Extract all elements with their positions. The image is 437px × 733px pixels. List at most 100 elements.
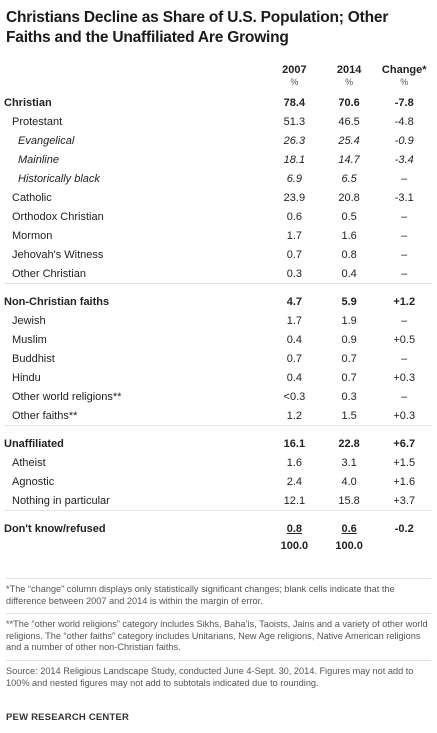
cell: 4.7 (267, 292, 322, 311)
row-label: Hindu (12, 371, 41, 384)
row-label: Atheist (12, 456, 46, 469)
cell: -0.2 (376, 519, 432, 538)
cell: -4.8 (376, 112, 432, 131)
cell-value: 3.1 (341, 456, 357, 469)
cell: 0.9 (322, 330, 377, 349)
cell-value: – (401, 390, 408, 403)
cell-value: 78.4 (283, 96, 306, 109)
cell-value: 0.7 (341, 371, 357, 384)
row: Jewish 1.7 1.9 – (4, 311, 432, 330)
row-label: Jehovah's Witness (12, 248, 104, 261)
cell-value: -0.9 (394, 134, 414, 147)
cell: +1.6 (376, 472, 432, 491)
row-label: Unaffiliated (4, 437, 64, 450)
cell-value: 26.3 (283, 134, 306, 147)
row: Atheist 1.6 3.1 +1.5 (4, 453, 432, 472)
cell-value: 0.5 (341, 210, 357, 223)
cell-value: +0.5 (393, 333, 416, 346)
cell-value: +0.3 (393, 371, 416, 384)
column-header: 2007 (282, 63, 307, 76)
row-label: Other faiths** (12, 409, 78, 422)
cell-value: +1.5 (393, 456, 416, 469)
row-label: Mainline (18, 153, 59, 166)
cell: 0.7 (267, 245, 322, 264)
row-label: Evangelical (18, 134, 75, 147)
cell: +1.2 (376, 292, 432, 311)
cell: 0.4 (267, 330, 322, 349)
row: Muslim 0.4 0.9 +0.5 (4, 330, 432, 349)
cell: 6.5 (322, 169, 377, 188)
row-label: Other world religions** (12, 390, 122, 403)
spacer-cell (4, 283, 432, 292)
cell: 1.6 (322, 226, 377, 245)
cell: 22.8 (322, 434, 377, 453)
cell-value: 100.0 (280, 539, 309, 552)
cell: 0.7 (267, 349, 322, 368)
spacer-cell (4, 510, 432, 519)
cell-value: 0.3 (286, 267, 303, 280)
cell: 6.9 (267, 169, 322, 188)
row: Don't know/refused 0.8 0.6 -0.2 (4, 519, 432, 538)
cell: 20.8 (322, 188, 377, 207)
cell: – (376, 245, 432, 264)
cell: 1.5 (322, 406, 377, 426)
row: Other Christian 0.3 0.4 – (4, 264, 432, 284)
cell: 1.2 (267, 406, 322, 426)
cell-value: 25.4 (338, 134, 360, 147)
cell-value: 0.4 (286, 333, 303, 346)
row: Mormon 1.7 1.6 – (4, 226, 432, 245)
units-row: % % % (4, 77, 432, 93)
cell: 3.1 (322, 453, 377, 472)
cell: 5.9 (322, 292, 377, 311)
cell: 0.8 (267, 519, 322, 538)
row-label: Nothing in particular (12, 494, 110, 507)
cell: 25.4 (322, 131, 377, 150)
row-label: Muslim (12, 333, 47, 346)
cell-value: 0.9 (341, 333, 357, 346)
row: 100.0 100.0 (4, 538, 432, 553)
unit: % (345, 77, 354, 87)
cell: 1.9 (322, 311, 377, 330)
cell: 100.0 (267, 538, 322, 553)
cell: +0.5 (376, 330, 432, 349)
cell-value: 23.9 (283, 191, 306, 204)
cell-value: 0.3 (341, 390, 357, 403)
cell-value: 4.0 (341, 475, 357, 488)
source: Source: 2014 Religious Landscape Study, … (6, 659, 431, 689)
cell-value: +6.7 (393, 437, 416, 450)
column-header: Change* (381, 63, 427, 76)
row: Evangelical 26.3 25.4 -0.9 (4, 131, 432, 150)
cell-value: 0.7 (286, 248, 303, 261)
row: Buddhist 0.7 0.7 – (4, 349, 432, 368)
row-label: Historically black (18, 172, 100, 185)
cell-value: 1.6 (341, 229, 357, 242)
table-body: Christian 78.4 70.6 -7.8 Protestant 51.3 46.5 -… (4, 93, 432, 553)
row-label: Non-Christian faiths (4, 295, 110, 308)
cell-value: 12.1 (283, 494, 306, 507)
cell: – (376, 264, 432, 284)
cell-value: 1.7 (286, 229, 303, 242)
cell-value: 0.8 (286, 522, 303, 535)
cell: -0.9 (376, 131, 432, 150)
cell: 0.5 (322, 207, 377, 226)
row-label: Orthodox Christian (12, 210, 104, 223)
cell: 0.6 (267, 207, 322, 226)
cell: 1.7 (267, 226, 322, 245)
cell: 26.3 (267, 131, 322, 150)
cell: +6.7 (376, 434, 432, 453)
cell-value: 1.5 (341, 409, 357, 422)
cell: 0.3 (267, 264, 322, 284)
cell: +3.7 (376, 491, 432, 511)
cell-value: +3.7 (393, 494, 416, 507)
spacer (4, 425, 432, 434)
cell-value: 1.6 (286, 456, 303, 469)
row-label: Mormon (12, 229, 53, 242)
cell-value: 70.6 (338, 96, 360, 109)
row: Orthodox Christian 0.6 0.5 – (4, 207, 432, 226)
row: Protestant 51.3 46.5 -4.8 (4, 112, 432, 131)
cell-value: – (401, 210, 408, 223)
row-label: Other Christian (12, 267, 86, 280)
cell-value: -4.8 (394, 115, 414, 128)
cell-value: – (401, 172, 408, 185)
cell-value: 51.3 (283, 115, 306, 128)
